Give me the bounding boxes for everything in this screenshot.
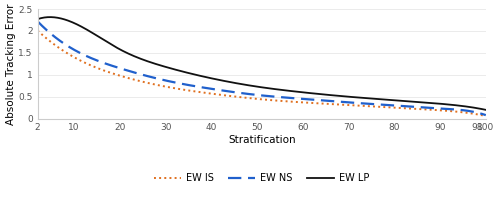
X-axis label: Stratification: Stratification	[228, 135, 296, 145]
EW NS	[360, 102, 366, 105]
EW LP	[90, 32, 96, 34]
EW LP	[362, 97, 368, 99]
EW IS	[358, 104, 364, 107]
EW NS	[34, 20, 40, 23]
Line: EW LP: EW LP	[38, 17, 486, 110]
EW LP	[483, 108, 489, 111]
EW NS	[316, 99, 322, 102]
EW LP	[34, 18, 40, 20]
EW LP	[47, 16, 53, 18]
EW IS	[88, 64, 94, 67]
EW IS	[483, 115, 489, 117]
EW IS	[180, 88, 186, 91]
EW NS	[88, 57, 94, 59]
EW IS	[34, 29, 40, 32]
EW LP	[213, 78, 219, 81]
EW NS	[483, 114, 489, 117]
Line: EW IS: EW IS	[38, 31, 486, 116]
EW NS	[358, 102, 364, 105]
EW LP	[359, 97, 365, 99]
EW IS	[316, 102, 322, 105]
EW LP	[182, 71, 188, 73]
EW LP	[318, 93, 324, 95]
EW NS	[212, 88, 218, 91]
Y-axis label: Absolute Tracking Error: Absolute Tracking Error	[6, 3, 16, 125]
Line: EW NS: EW NS	[38, 21, 486, 115]
Legend: EW IS, EW NS, EW LP: EW IS, EW NS, EW LP	[150, 169, 374, 187]
EW IS	[212, 93, 218, 95]
EW NS	[180, 83, 186, 85]
EW IS	[360, 105, 366, 107]
